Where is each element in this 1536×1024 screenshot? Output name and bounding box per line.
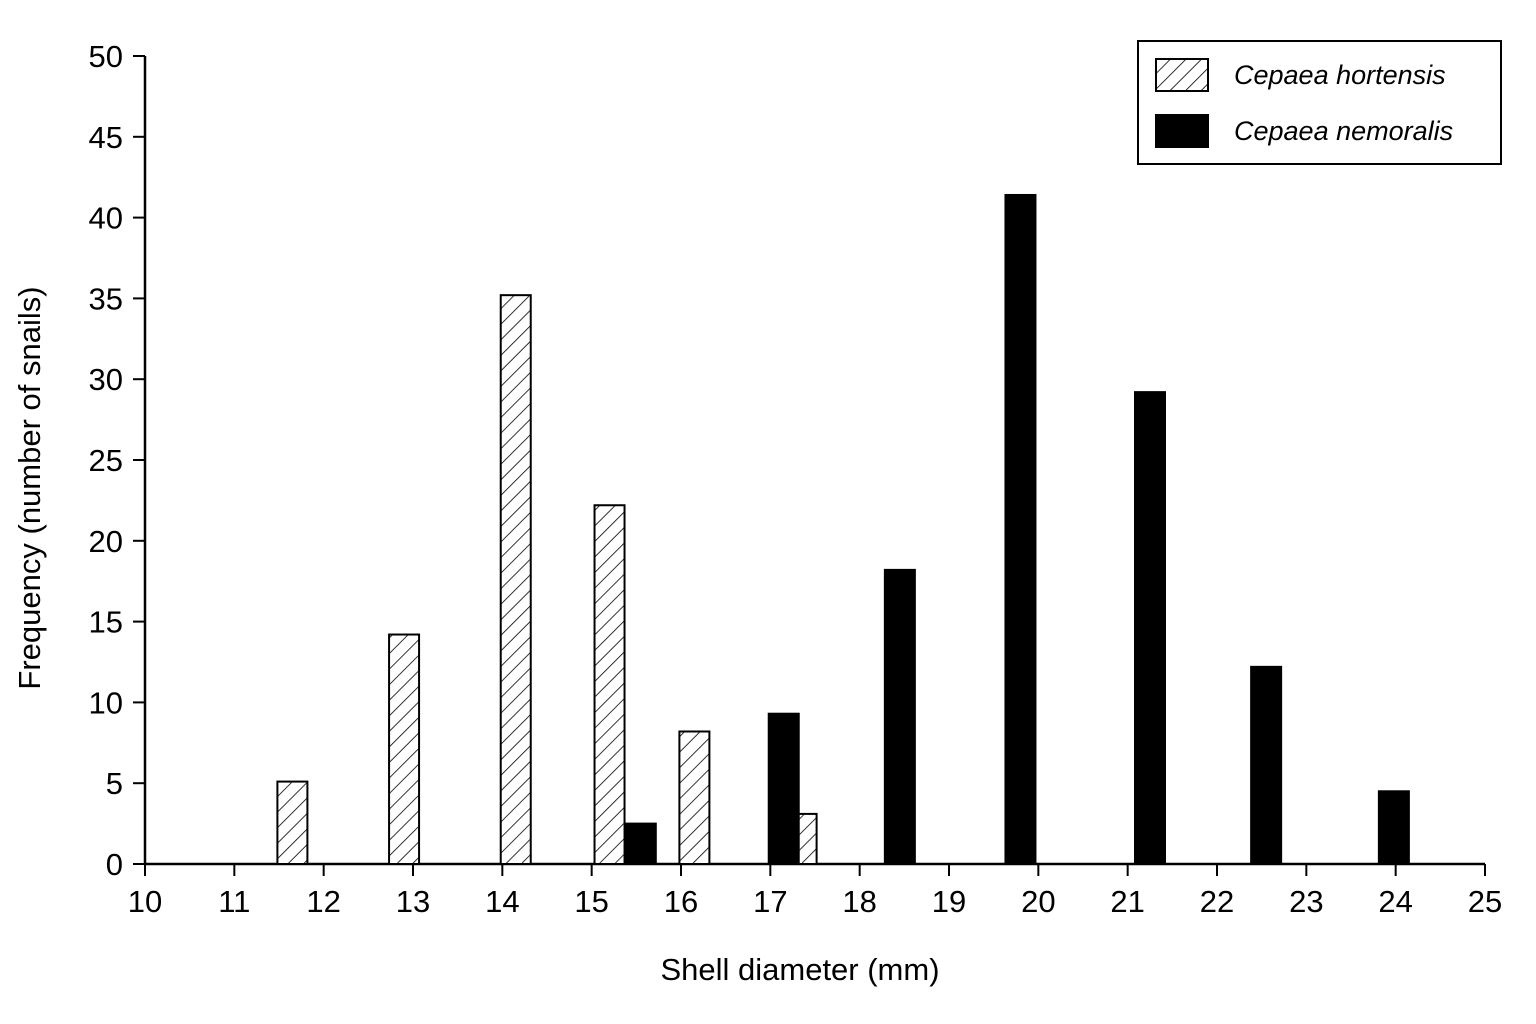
- bar-nemoralis: [1004, 193, 1037, 865]
- x-tick-label: 17: [753, 884, 787, 919]
- x-tick-label: 11: [218, 884, 250, 919]
- y-tick-label: 30: [89, 362, 123, 397]
- bar-hortensis: [593, 504, 626, 865]
- y-tick-label: 5: [106, 766, 123, 801]
- bar-hortensis: [276, 780, 309, 865]
- x-tick-label: 24: [1378, 884, 1412, 919]
- x-tick-label: 13: [396, 884, 430, 919]
- y-tick-label: 15: [89, 605, 123, 640]
- bar-hortensis: [499, 294, 532, 865]
- bar-nemoralis: [1134, 391, 1166, 865]
- x-tick-label: 10: [128, 884, 162, 919]
- legend-label-hortensis: Cepaea hortensis: [1234, 60, 1446, 90]
- axes: 10 11 12 13 14 15 16 17 18 19 20 21 22 23 24 25 0 5 10 15 20…: [89, 39, 1503, 919]
- x-tick-label: 21: [1110, 884, 1144, 919]
- bar-nemoralis: [1377, 790, 1410, 866]
- bars: [276, 193, 1410, 866]
- legend: Cepaea hortensis Cepaea nemoralis: [1137, 40, 1502, 165]
- bar-hortensis: [678, 730, 711, 865]
- bar-nemoralis: [624, 822, 657, 865]
- x-tick-label: 12: [306, 884, 340, 919]
- x-tick-label: 18: [842, 884, 876, 919]
- x-tick-label: 22: [1200, 884, 1234, 919]
- x-tick-label: 19: [932, 884, 966, 919]
- y-tick-label: 20: [89, 524, 123, 559]
- x-tick-label: 20: [1021, 884, 1055, 919]
- y-axis-title: Frequency (number of snails): [12, 286, 47, 689]
- bar-nemoralis: [1250, 665, 1283, 866]
- x-tick-label: 14: [485, 884, 519, 919]
- y-tick-label: 25: [89, 443, 123, 478]
- bar-nemoralis: [767, 712, 800, 865]
- x-tick-label: 16: [664, 884, 698, 919]
- y-tick-label: 45: [89, 120, 123, 155]
- y-tick-label: 35: [89, 281, 123, 316]
- y-tick-label: 10: [89, 685, 123, 720]
- bar-hortensis: [388, 633, 421, 866]
- legend-swatch-hortensis: [1155, 58, 1209, 92]
- y-tick-label: 0: [106, 847, 123, 882]
- x-axis-title: Shell diameter (mm): [660, 952, 939, 987]
- legend-label-nemoralis: Cepaea nemoralis: [1234, 116, 1453, 146]
- legend-swatch-nemoralis: [1155, 114, 1209, 148]
- y-tick-label: 50: [89, 39, 123, 74]
- x-tick-label: 15: [574, 884, 608, 919]
- y-tick-label: 40: [89, 201, 123, 236]
- bar-nemoralis: [883, 568, 916, 865]
- x-tick-label: 25: [1468, 884, 1502, 919]
- x-tick-label: 23: [1289, 884, 1323, 919]
